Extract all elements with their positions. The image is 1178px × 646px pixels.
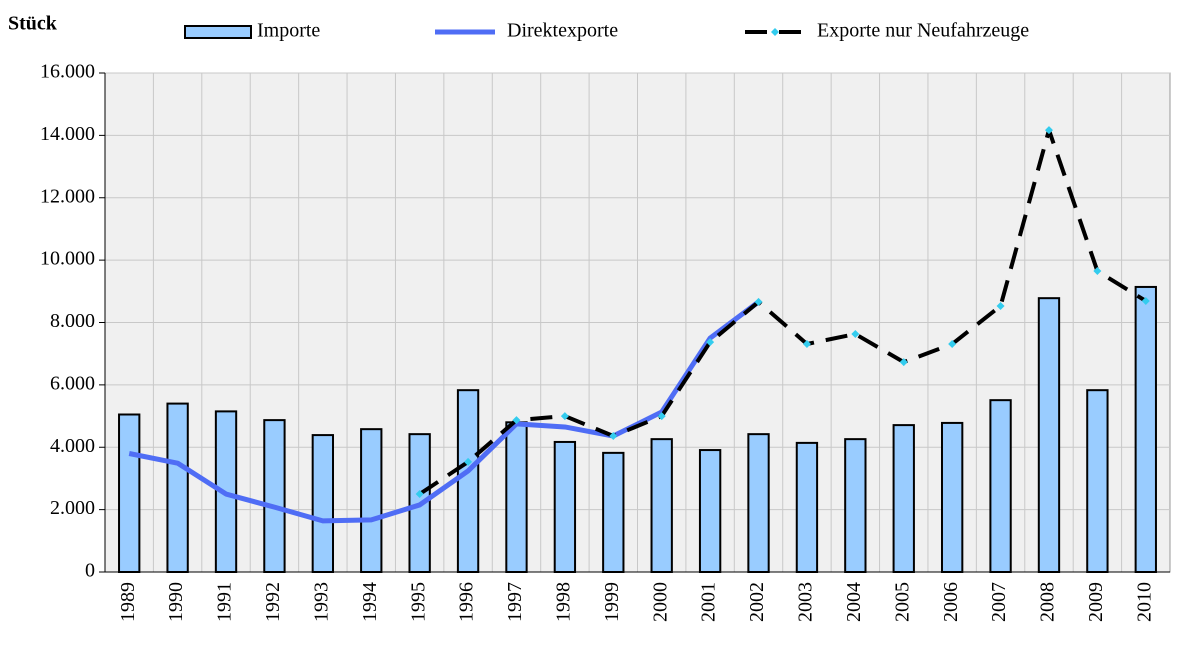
marker	[706, 338, 715, 347]
y-tick-label: 8.000	[50, 310, 95, 332]
bar	[940, 421, 964, 573]
x-tick-label: 1993	[310, 582, 332, 622]
x-tick-label: 2010	[1133, 582, 1155, 622]
bar	[1134, 285, 1157, 573]
y-tick-label: 2.000	[50, 497, 95, 519]
legend-label: Exporte nur Neufahrzeuge	[817, 20, 1029, 42]
y-tick-label: 16.000	[40, 61, 95, 83]
x-tick-label: 2008	[1037, 582, 1059, 622]
y-tick-label: 14.000	[40, 123, 95, 145]
marker	[948, 340, 957, 349]
bar	[650, 438, 673, 573]
x-tick-label: 2004	[843, 582, 865, 622]
bar	[795, 441, 819, 574]
bar	[602, 451, 625, 573]
x-tick-label: 2007	[988, 582, 1010, 622]
bar	[456, 389, 480, 573]
bar	[505, 421, 528, 573]
legend-swatch	[184, 25, 252, 39]
bar	[263, 419, 286, 573]
marker	[851, 330, 860, 339]
bar	[747, 433, 770, 573]
x-tick-label: 2009	[1085, 582, 1107, 622]
bar	[360, 428, 383, 573]
marker	[609, 432, 618, 441]
x-tick-label: 1990	[165, 582, 187, 622]
marker	[899, 358, 908, 367]
y-tick-label: 0	[85, 560, 95, 582]
x-tick-label: 2002	[746, 582, 768, 622]
x-tick-label: 1997	[504, 582, 526, 622]
x-tick-label: 1999	[601, 582, 623, 622]
y-tick-label: 4.000	[50, 435, 95, 457]
marker	[996, 301, 1005, 310]
marker	[754, 297, 763, 306]
x-tick-label: 2005	[891, 582, 913, 622]
marker	[1093, 267, 1102, 276]
x-tick-label: 2000	[649, 582, 671, 622]
legend-label: Direktexporte	[507, 20, 618, 42]
x-tick-label: 1989	[117, 582, 139, 622]
y-axis-label: Stück	[8, 13, 58, 35]
marker	[512, 416, 521, 425]
line	[128, 299, 761, 524]
marker	[464, 457, 473, 466]
bar	[698, 449, 722, 574]
x-tick-label: 2001	[698, 582, 720, 622]
legend-marker	[771, 28, 779, 36]
marker	[1044, 126, 1053, 135]
dashed-line	[418, 128, 1147, 496]
bar	[311, 434, 335, 574]
marker	[802, 340, 811, 349]
x-tick-label: 1994	[359, 582, 381, 622]
bar	[1037, 297, 1061, 573]
bar	[1086, 389, 1109, 573]
marker	[415, 490, 424, 499]
bar	[118, 413, 141, 573]
y-tick-label: 6.000	[50, 372, 95, 394]
bar	[166, 402, 189, 573]
bar	[989, 399, 1012, 573]
marker	[657, 412, 666, 421]
y-tick-label: 10.000	[40, 248, 95, 270]
bar	[892, 424, 915, 573]
legend-label: Importe	[257, 20, 320, 42]
marker	[1141, 296, 1150, 305]
x-tick-label: 1995	[407, 582, 429, 622]
x-tick-label: 1992	[262, 582, 284, 622]
bar	[553, 440, 577, 573]
x-tick-label: 2003	[795, 582, 817, 622]
bar	[844, 438, 867, 573]
y-tick-label: 12.000	[40, 185, 95, 207]
x-tick-label: 1998	[552, 582, 574, 622]
x-tick-label: 2006	[940, 582, 962, 622]
x-tick-label: 1996	[456, 582, 478, 622]
marker	[560, 412, 569, 421]
x-tick-label: 1991	[214, 582, 236, 622]
